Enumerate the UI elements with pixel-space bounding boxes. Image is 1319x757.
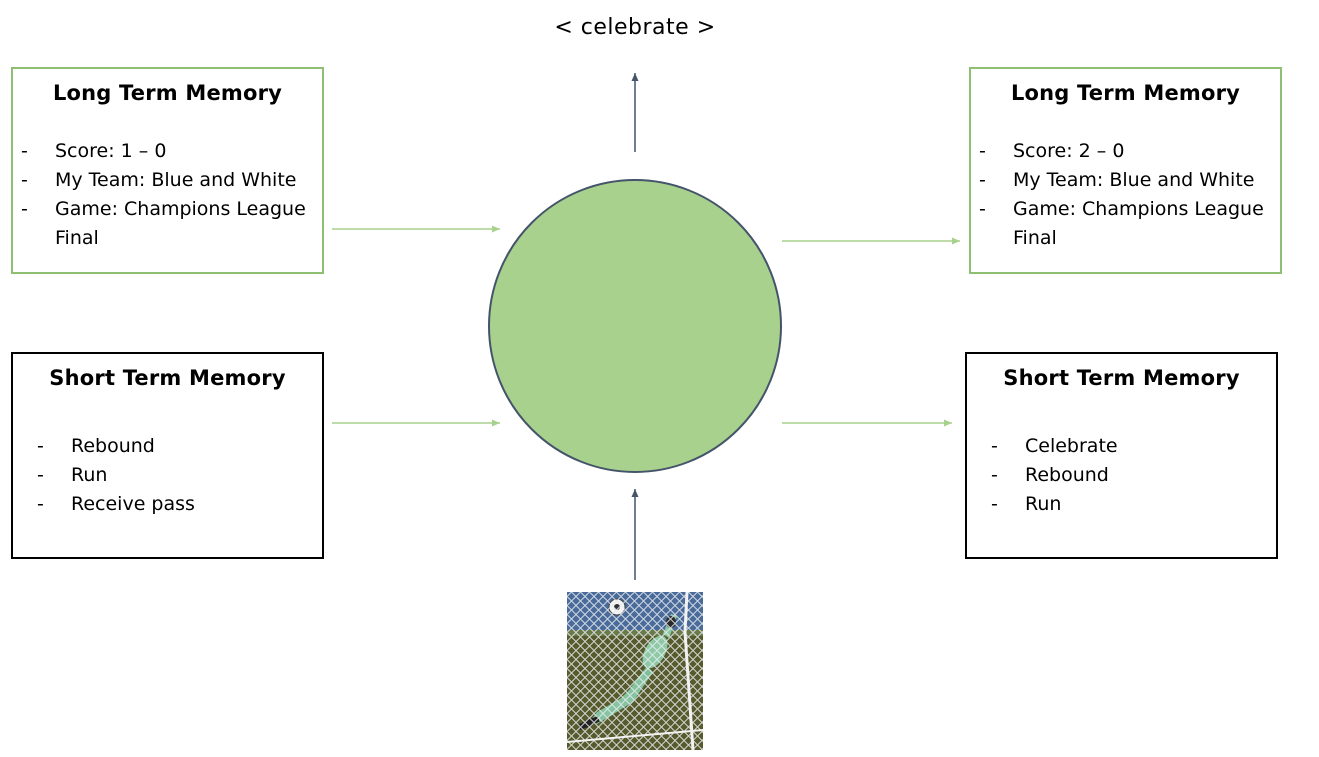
list-item: - Celebrate (967, 432, 1276, 461)
dash-bullet: - (991, 435, 998, 457)
dash-bullet: - (979, 198, 986, 220)
right-long-term-title: Long Term Memory (1010, 81, 1241, 105)
dash-bullet: - (21, 169, 28, 191)
goalkeeper-photo-icon (567, 592, 703, 750)
dash-bullet: - (979, 140, 986, 162)
left-long-term-memory-box: Long Term Memory - Score: 1 – 0 - My Team:… (11, 67, 324, 274)
right-short-term-title: Short Term Memory (1003, 366, 1240, 390)
dash-bullet: - (991, 464, 998, 486)
processing-node (488, 179, 782, 473)
left-long-term-list: - Score: 1 – 0 - My Team: Blue and White -… (13, 137, 322, 253)
right-long-term-list: - Score: 2 – 0 - My Team: Blue and White -… (971, 137, 1280, 253)
list-item: - Run (967, 490, 1276, 519)
left-short-term-title: Short Term Memory (49, 366, 286, 390)
dash-bullet: - (37, 493, 44, 515)
dash-bullet: - (991, 493, 998, 515)
right-short-term-memory-box: Short Term Memory - Celebrate - Rebound -R… (965, 352, 1278, 559)
list-item: - Rebound (13, 432, 322, 461)
list-item: - Rebound (967, 461, 1276, 490)
right-long-term-memory-box: Long Term Memory - Score: 2 – 0 - My Team:… (969, 67, 1282, 274)
list-item: - Score: 1 – 0 (13, 137, 322, 166)
right-short-term-list: - Celebrate - Rebound - Run (967, 432, 1276, 519)
left-short-term-list: - Rebound - Run - Receive pass (13, 432, 322, 519)
dash-bullet: - (37, 435, 44, 457)
list-item: - My Team: Blue and White (13, 166, 322, 195)
dash-bullet: - (37, 464, 44, 486)
list-item: - Score: 2 – 0 (971, 137, 1280, 166)
output-label: < celebrate > (554, 15, 716, 40)
list-item: - Run (13, 461, 322, 490)
list-item: - Game: Champions League Final (13, 195, 322, 253)
left-short-term-memory-box: Short Term Memory - Rebound - Run - Receive… (11, 352, 324, 559)
dash-bullet: - (21, 140, 28, 162)
list-item: - My Team: Blue and White (971, 166, 1280, 195)
list-item: - Receive pass (13, 490, 322, 519)
list-item: - Game: Champions League Final (971, 195, 1280, 253)
dash-bullet: - (979, 169, 986, 191)
dash-bullet: - (21, 198, 28, 220)
left-long-term-title: Long Term Memory (52, 81, 283, 105)
